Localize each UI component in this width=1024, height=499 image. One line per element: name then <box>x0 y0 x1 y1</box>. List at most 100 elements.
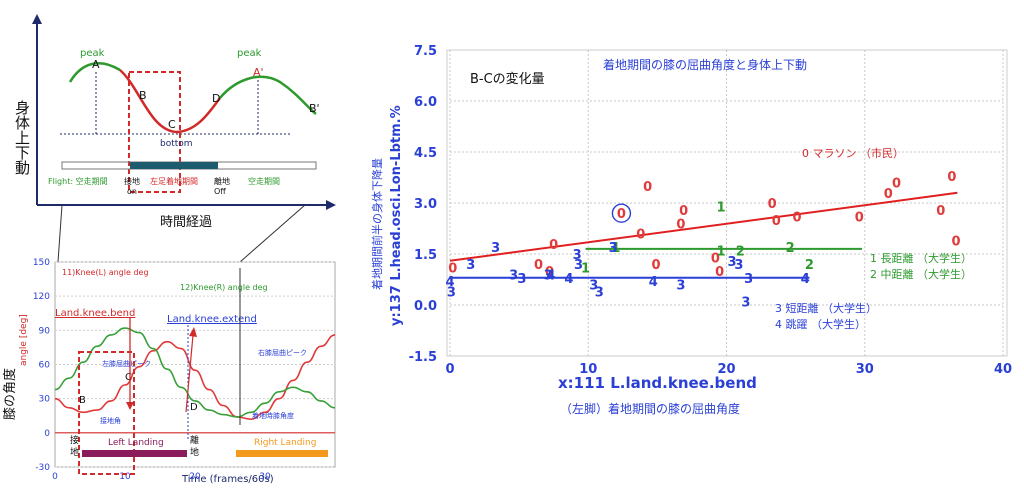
point-B-label: B <box>139 89 147 102</box>
ann-bend-label: Land.knee.bend <box>55 308 135 319</box>
peak-left-label: peak <box>80 48 105 59</box>
point-C-label: C <box>168 118 176 131</box>
flight-left-label: Flight: 空走期間 <box>48 176 108 186</box>
scatter-xtick-label: 0 <box>445 362 454 377</box>
knee-off-label-2: 地 <box>190 446 199 458</box>
scatter-point-0: 0 <box>792 211 801 226</box>
knee-ylabel-1: 膝の角度 <box>2 368 18 420</box>
zoom-line-right <box>239 204 306 263</box>
scatter-point-3: 3 <box>728 255 737 270</box>
scatter-point-3: 3 <box>734 258 743 273</box>
scatter-xtick-label: 40 <box>994 362 1012 377</box>
scatter-point-3: 3 <box>509 268 518 283</box>
scatter-xtick-label: 10 <box>579 362 597 377</box>
knee-ytick-label: 120 <box>33 292 50 302</box>
flight-curve-left <box>68 62 121 83</box>
landing-highlight-box <box>128 71 181 193</box>
scatter-point-4: 4 <box>445 275 454 290</box>
legend-1: 1 長距離 （大学生） <box>870 251 972 265</box>
scatter-point-0: 0 <box>549 238 558 253</box>
scatter-point-3: 3 <box>589 279 598 294</box>
diagram-y-arrow <box>32 14 42 24</box>
knee-touch-label-2: 地 <box>70 446 79 458</box>
scatter-title: 着地期間の膝の屈曲角度と身体上下動 <box>603 57 807 72</box>
point-B2-label: B' <box>309 102 320 115</box>
scatter-point-0: 0 <box>545 265 554 280</box>
diagram-ylabel: 身体上下動 <box>13 100 31 176</box>
scatter-xtick-label: 20 <box>717 362 735 377</box>
scatter-ytick-label: 7.5 <box>414 44 437 59</box>
scatter-point-0: 0 <box>534 258 543 273</box>
knee-xtick-label: 20 <box>189 472 201 482</box>
ann-extend-arrow <box>185 334 194 413</box>
scatter-point-3: 3 <box>744 272 753 287</box>
touchdown-label-2: on <box>127 187 137 196</box>
scatter-corner-label: B-Cの変化量 <box>470 71 545 87</box>
scatter-point-4: 4 <box>564 272 573 287</box>
diagram-x-arrow <box>326 200 336 210</box>
scatter-ytick-label: 6.0 <box>414 95 437 110</box>
scatter-point-0: 0 <box>855 211 864 226</box>
diagram-xlabel: 時間経過 <box>160 215 212 230</box>
trend-line-0 <box>449 191 958 262</box>
left-landing-bar <box>82 450 187 457</box>
scatter-point-3: 3 <box>573 248 582 263</box>
scatter-ytick-label: 3.0 <box>414 197 437 212</box>
scatter-point-3: 3 <box>609 241 618 256</box>
scatter-xlabel-jp: （左脚）着地期間の膝の屈曲角度 <box>560 401 740 416</box>
legend-3: 3 短距離 （大学生） <box>775 301 877 315</box>
knee-landing-box <box>78 351 135 475</box>
vertical-motion-diagram: 身体上下動 時間経過 peak peak A B C D A' B' botto… <box>13 14 336 263</box>
landing-curve <box>119 69 221 134</box>
scatter-ytick-label: 4.5 <box>414 146 437 161</box>
touchdown-label-1: 接地 <box>124 176 140 186</box>
scatter-point-2: 2 <box>786 241 795 256</box>
knee-xlabel: Time (frames/60s) <box>181 474 274 485</box>
scatter-ytick-label: 0.0 <box>414 299 437 314</box>
ann-bend-arrowhead <box>126 402 134 410</box>
scatter-point-3: 3 <box>574 258 583 273</box>
highlight-circle <box>611 203 632 223</box>
knee-ytick-label: 0 <box>44 429 50 439</box>
knee-right-series-label: 12)Knee(R) angle deg <box>180 283 268 292</box>
scatter-point-0: 0 <box>636 228 645 243</box>
scatter-point-0: 0 <box>679 204 688 219</box>
scatter-point-0: 0 <box>772 214 781 229</box>
scatter-point-0: 0 <box>951 234 960 249</box>
knee-ytick-label: 60 <box>39 361 51 371</box>
scatter-point-0: 0 <box>884 187 893 202</box>
point-A2-label: A' <box>253 66 264 79</box>
scatter-ylabel-jp: 着地期間前半の身体下降量 <box>370 158 384 290</box>
legend-0: 0 マラソン （市民） <box>802 146 904 160</box>
knee-point-C: C <box>125 372 132 383</box>
ann-touch-knee: 着地時膝角度 <box>252 411 294 420</box>
knee-xtick-label: 0 <box>52 472 58 482</box>
scatter-point-0: 0 <box>947 170 956 185</box>
landing-phase-bar <box>130 162 218 169</box>
knee-angle-chart: 膝の角度 angle [deg] Time (frames/60s) 150 12… <box>2 258 336 485</box>
knee-left-series-label: 11)Knee(L) angle deg <box>62 268 149 277</box>
ann-left-peak: 左膝屈曲ピーク <box>102 359 151 368</box>
scatter-point-3: 3 <box>447 285 456 300</box>
right-landing-bar <box>236 450 328 457</box>
scatter-point-3: 3 <box>595 285 604 300</box>
scatter-point-0: 0 <box>892 177 901 192</box>
scatter-point-1: 1 <box>716 200 725 215</box>
knee-off-label-1: 離 <box>190 434 199 446</box>
knee-point-D: D <box>190 402 198 413</box>
scatter-point-4: 4 <box>649 275 658 290</box>
knee-touch-label-1: 接 <box>70 434 79 446</box>
scatter-point-3: 3 <box>517 272 526 287</box>
scatter-point-1: 1 <box>716 245 725 260</box>
scatter-chart: 7.56.04.53.01.50.0-1.50 10 20 30 40 0 0 000000… <box>370 44 1012 416</box>
toeoff-label-1: 離地 <box>214 176 230 186</box>
knee-ylabel-2: angle [deg] <box>19 314 29 366</box>
ann-extend-label: Land.knee.extend <box>167 314 257 325</box>
landing-label: 左足着地期間 <box>150 176 198 186</box>
knee-xtick-label: 10 <box>119 472 131 482</box>
scatter-point-0: 0 <box>711 251 720 266</box>
peak-right-label: peak <box>237 48 262 59</box>
knee-ytick-label: 30 <box>39 395 51 405</box>
ann-touch-angle: 接地角 <box>100 416 121 425</box>
scatter-point-0: 0 <box>768 197 777 212</box>
